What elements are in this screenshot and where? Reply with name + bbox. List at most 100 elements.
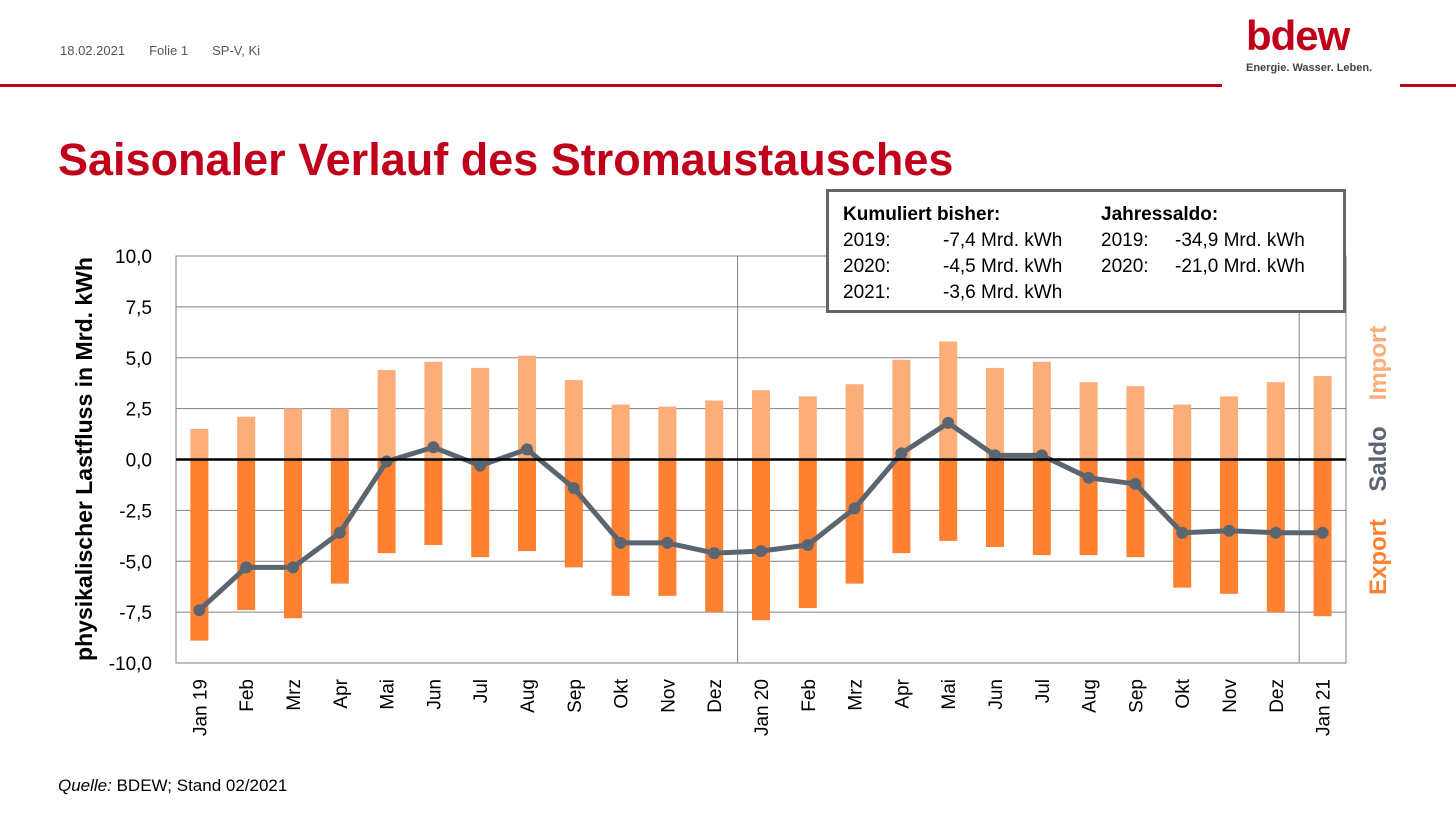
export-bar: [705, 459, 724, 613]
source-prefix: Quelle:: [58, 776, 112, 795]
import-bar: [377, 369, 396, 460]
info-year: 2019:: [1101, 230, 1149, 251]
import-bar: [1313, 376, 1332, 460]
saldo-point: [380, 455, 393, 468]
export-bar: [939, 459, 958, 541]
export-bar: [658, 459, 677, 596]
logo-tagline: Energie. Wasser. Leben.: [1246, 62, 1373, 74]
page-title: Saisonaler Verlauf des Stromaustausches: [58, 134, 954, 185]
import-bar: [518, 355, 536, 460]
x-tick-label: Jul: [471, 679, 492, 703]
x-tick-label: Jul: [1033, 679, 1054, 703]
saldo-point: [521, 443, 533, 456]
import-bar: [1220, 396, 1238, 460]
saldo-point: [1129, 477, 1142, 490]
import-bar: [1173, 404, 1192, 460]
x-tick-label: Apr: [892, 678, 913, 708]
x-tick-label: Aug: [518, 679, 539, 713]
x-tick-label: Sep: [1126, 679, 1147, 713]
saldo-point: [708, 547, 721, 560]
saldo-point: [1223, 524, 1235, 537]
slide-meta: 18.02.2021 Folie 1 SP-V, Ki: [60, 43, 260, 58]
y-tick-label: -10,0: [109, 654, 152, 675]
export-bar: [564, 459, 583, 568]
saldo-point: [848, 502, 861, 515]
saldo-point: [193, 604, 206, 617]
import-bar: [986, 367, 1004, 460]
export-bar: [330, 459, 349, 584]
export-bar: [752, 459, 770, 621]
saldo-point: [333, 526, 346, 539]
slide-number: Folie 1: [149, 43, 189, 58]
info-cumulative-heading: Kumuliert bisher:: [843, 204, 1001, 225]
saldo-point: [1082, 471, 1095, 484]
export-bar: [1126, 459, 1145, 558]
export-bar: [237, 459, 256, 611]
x-tick-label: Feb: [237, 679, 258, 712]
source-note: Quelle: BDEW; Stand 02/2021: [58, 776, 287, 796]
header-rule-left: [0, 84, 1222, 87]
legend-saldo: Saldo: [1365, 426, 1392, 491]
info-value: -21,0 Mrd. kWh: [1175, 256, 1305, 277]
y-tick-label: -5,0: [119, 552, 152, 573]
export-bar: [798, 459, 817, 609]
x-tick-label: Jan 20: [752, 679, 773, 736]
saldo-point: [942, 416, 955, 429]
import-bar: [330, 408, 349, 460]
saldo-point: [1316, 526, 1329, 539]
saldo-point: [1269, 526, 1282, 539]
export-bar: [518, 459, 536, 552]
x-tick-label: Jan 21: [1314, 679, 1335, 736]
x-tick-label: Apr: [331, 678, 352, 708]
axis-layer: 10,0 7,5 5,0 2,5 0,0 -2,5 -5,0 -7,5 -10,0 Jan 19 F…: [71, 247, 1392, 736]
info-row: 2019: -7,4 Mrd. kWh: [843, 228, 1062, 254]
source-text: BDEW; Stand 02/2021: [111, 776, 288, 795]
legend-import: Import: [1365, 326, 1392, 401]
saldo-point: [614, 536, 627, 549]
info-row: 2021: -3,6 Mrd. kWh: [843, 280, 1062, 306]
info-row: 2020: -4,5 Mrd. kWh: [843, 254, 1062, 280]
saldo-point: [567, 481, 580, 494]
slide-date: 18.02.2021: [60, 43, 126, 58]
info-value: -34,9 Mrd. kWh: [1175, 230, 1305, 251]
y-tick-label: 7,5: [126, 298, 152, 319]
export-bar: [1079, 459, 1098, 556]
export-bar: [1173, 459, 1192, 588]
import-bar: [1126, 386, 1145, 460]
y-tick-label: -2,5: [119, 501, 152, 522]
slide-author: SP-V, Ki: [212, 43, 261, 58]
import-bar: [564, 380, 583, 460]
x-tick-label: Sep: [565, 679, 586, 713]
x-tick-label: Nov: [658, 679, 679, 713]
saldo-point: [427, 441, 440, 454]
import-bar: [845, 384, 864, 460]
x-tick-label: Mrz: [846, 679, 867, 711]
x-tick-label: Mrz: [284, 679, 305, 711]
header-rule-right: [1400, 84, 1456, 87]
import-bar: [190, 428, 209, 460]
import-bar: [611, 404, 630, 460]
saldo-point: [1176, 526, 1189, 539]
export-bar: [1032, 459, 1051, 556]
saldo-point: [755, 545, 767, 558]
y-tick-label: 2,5: [126, 400, 152, 421]
x-tick-label: Dez: [1267, 679, 1288, 713]
import-bar: [892, 359, 911, 460]
saldo-point: [474, 459, 487, 472]
import-bar: [424, 361, 443, 460]
import-bar: [752, 390, 770, 460]
saldo-point: [661, 536, 674, 549]
import-bar: [798, 396, 817, 460]
logo-wordmark: bdew: [1246, 12, 1350, 59]
saldo-point: [801, 538, 814, 551]
info-value: -4,5 Mrd. kWh: [943, 256, 1063, 277]
y-tick-label: -7,5: [119, 603, 152, 624]
info-box: Kumuliert bisher: 2019: -7,4 Mrd. kWh 20…: [826, 189, 1346, 313]
bar-layer: [190, 341, 1332, 641]
x-tick-label: Jan 19: [190, 679, 211, 736]
saldo-point: [287, 561, 299, 574]
x-tick-label: Dez: [705, 679, 726, 713]
x-tick-label: Mai: [939, 679, 960, 710]
info-year: 2021:: [843, 282, 891, 303]
import-bar: [658, 406, 677, 460]
